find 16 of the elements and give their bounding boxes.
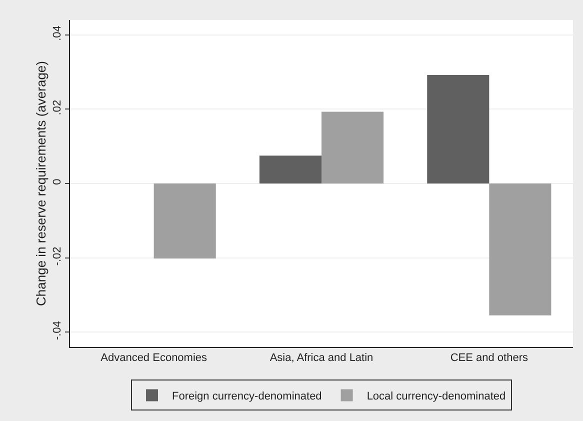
bar [322,112,384,184]
x-tick-label: CEE and others [450,352,528,364]
y-tick-label: -.04 [52,321,64,340]
y-tick-label: -.02 [52,246,64,266]
y-tick-label: .04 [52,26,64,41]
bar [259,156,322,184]
legend-label: Foreign currency-denominated [172,390,322,402]
bar [427,75,490,184]
bar [154,184,216,259]
x-tick-label: Advanced Economies [100,352,208,364]
x-tick-label: Asia, Africa and Latin [270,352,374,364]
y-tick-label: 0 [52,178,64,185]
y-axis-title: Change in reserve requirements (average) [34,61,49,306]
y-tick-label: .02 [52,100,64,116]
legend-label: Local currency-denominated [366,390,506,402]
bar [489,184,552,316]
